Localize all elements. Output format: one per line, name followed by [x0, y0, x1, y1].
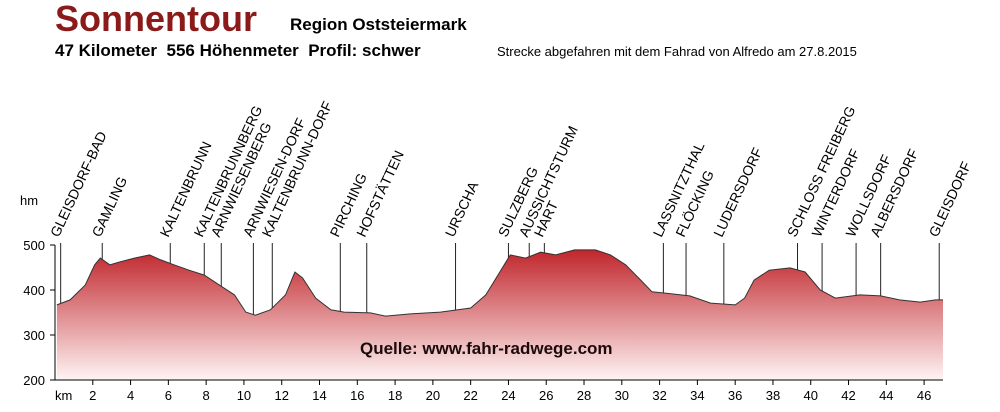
x-tick-label: 8	[203, 388, 210, 403]
x-tick-label: 28	[577, 388, 591, 403]
source: Quelle: www.fahr-radwege.com	[360, 339, 613, 358]
x-tick-label: 30	[615, 388, 629, 403]
x-tick-label: 34	[690, 388, 704, 403]
x-tick-label: 46	[917, 388, 931, 403]
y-tick-label: 400	[23, 283, 45, 298]
x-tick-label: 32	[652, 388, 666, 403]
x-tick-label: 12	[274, 388, 288, 403]
chart-title: Sonnentour	[55, 0, 257, 39]
x-tick-label: 22	[463, 388, 477, 403]
area-fill	[56, 249, 944, 380]
y-axis-label: hm	[20, 193, 38, 208]
x-tick-label: 26	[539, 388, 553, 403]
x-tick-label: 40	[804, 388, 818, 403]
x-tick-label: 18	[388, 388, 402, 403]
place-label: GAMLING	[88, 174, 130, 239]
x-tick-label: 4	[127, 388, 134, 403]
x-tick-label: 44	[879, 388, 893, 403]
x-tick-label: 36	[728, 388, 742, 403]
y-tick-label: 500	[23, 238, 45, 253]
x-tick-label: 10	[237, 388, 251, 403]
x-tick-label: 6	[165, 388, 172, 403]
place-label: URSCHA	[442, 178, 482, 239]
place-label: LUDERSDORF	[710, 145, 765, 239]
y-tick-label: 200	[23, 373, 45, 388]
x-axis-label: km	[55, 388, 72, 403]
x-tick-label: 42	[841, 388, 855, 403]
summary: 47 Kilometer 556 Höhenmeter Profil: schw…	[55, 41, 421, 60]
note: Strecke abgefahren mit dem Fahrad von Al…	[497, 44, 857, 59]
x-tick-label: 24	[501, 388, 515, 403]
x-tick-label: 2	[89, 388, 96, 403]
profile-line	[56, 249, 943, 317]
place-label: GLEISDORF	[925, 159, 974, 239]
x-tick-label: 20	[426, 388, 440, 403]
y-tick-label: 300	[23, 328, 45, 343]
chart-subtitle: Region Oststeiermark	[290, 15, 467, 34]
x-tick-label: 14	[312, 388, 326, 403]
x-tick-label: 16	[350, 388, 364, 403]
x-tick-label: 38	[766, 388, 780, 403]
